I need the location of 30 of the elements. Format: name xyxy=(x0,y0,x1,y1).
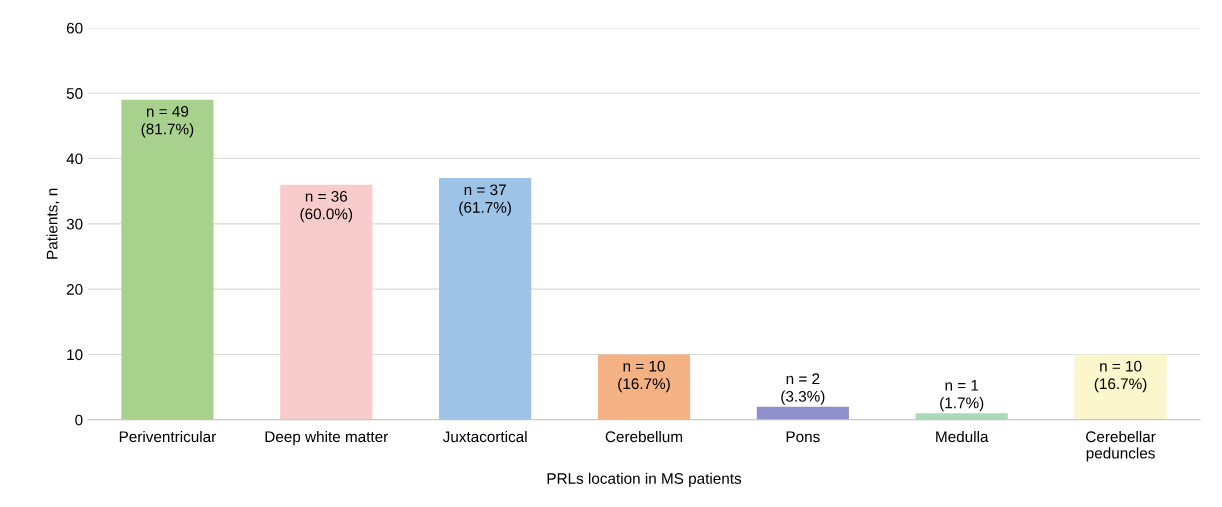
x-tick-label: Pons xyxy=(786,431,820,443)
bar xyxy=(1074,354,1167,420)
y-tick-label: 10 xyxy=(67,349,83,361)
y-tick-label: 0 xyxy=(75,414,83,426)
data-label: n = 2 (3.3%) xyxy=(781,373,825,405)
y-tick-label: 40 xyxy=(66,153,83,165)
data-label: n = 10 (16.7%) xyxy=(1094,360,1147,393)
x-tick-label: Deep white matter xyxy=(265,430,389,446)
data-label: n = 36 (60.0%) xyxy=(300,190,353,223)
data-label: n = 49 (81.7%) xyxy=(141,106,194,138)
bar xyxy=(915,413,1008,420)
data-label: n = 1 (1.7%) xyxy=(940,380,984,412)
y-axis-title: Patients, n xyxy=(46,188,60,259)
x-tick-label: Cerebellum xyxy=(605,430,683,443)
x-tick-label: Periventricular xyxy=(119,430,216,443)
bar xyxy=(121,99,214,420)
data-label: n = 10 (16.7%) xyxy=(618,360,670,393)
bar xyxy=(280,184,373,420)
x-tick-label: Cerebellar peduncles xyxy=(1086,430,1156,462)
x-axis-title: PRLs location in MS patients xyxy=(547,472,742,487)
data-label: n = 37 (61.7%) xyxy=(459,184,511,216)
y-tick-label: 20 xyxy=(66,284,83,295)
bar xyxy=(439,178,532,420)
x-tick-label: Medulla xyxy=(936,430,989,443)
bar xyxy=(756,406,849,420)
y-tick-label: 60 xyxy=(66,22,83,34)
x-tick-label: Juxtacortical xyxy=(442,430,527,443)
y-tick-label: 30 xyxy=(66,218,83,230)
y-tick-label: 50 xyxy=(66,88,83,99)
bar xyxy=(597,354,691,420)
